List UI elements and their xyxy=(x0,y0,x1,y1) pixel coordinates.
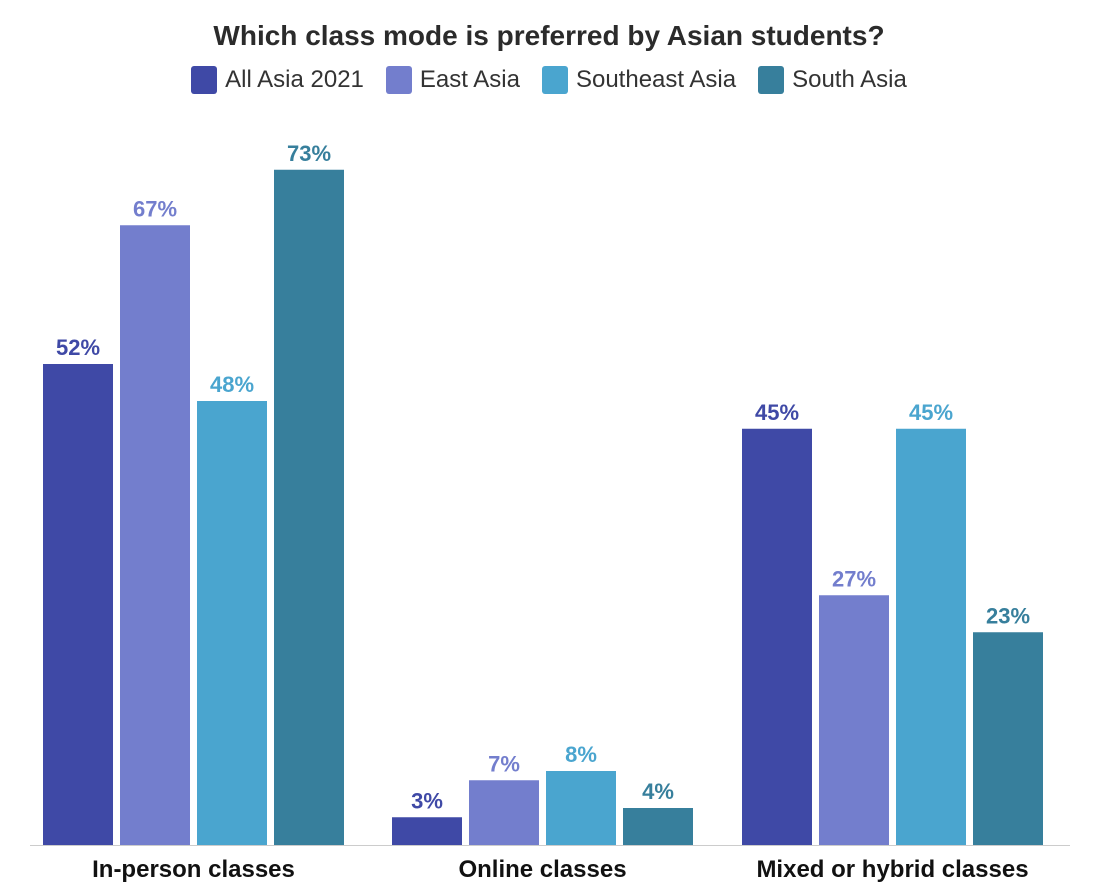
legend: All Asia 2021 East Asia Southeast Asia S… xyxy=(0,66,1098,94)
bar-label-mixed-or-hybrid-classes-southeast-asia: 45% xyxy=(909,400,953,425)
bar-label-in-person-classes-east-asia: 67% xyxy=(133,196,177,221)
category-label-mixed-or-hybrid-classes: Mixed or hybrid classes xyxy=(756,856,1028,883)
bar-online-classes-all-asia-2021[interactable] xyxy=(392,817,462,845)
legend-item-southeast-asia: Southeast Asia xyxy=(541,66,737,94)
category-label-online-classes: Online classes xyxy=(458,856,626,883)
bar-label-in-person-classes-southeast-asia: 48% xyxy=(210,372,254,397)
bar-mixed-or-hybrid-classes-all-asia-2021[interactable] xyxy=(742,428,812,845)
bar-label-online-classes-southeast-asia: 8% xyxy=(565,742,597,767)
legend-label-southeast-asia: Southeast Asia xyxy=(575,66,737,93)
bar-online-classes-southeast-asia[interactable] xyxy=(546,771,616,845)
category-label-in-person-classes: In-person classes xyxy=(92,856,295,883)
bar-in-person-classes-east-asia[interactable] xyxy=(120,225,190,845)
chart-title: Which class mode is preferred by Asian s… xyxy=(213,20,885,51)
bar-online-classes-south-asia[interactable] xyxy=(623,808,693,845)
bar-in-person-classes-south-asia[interactable] xyxy=(274,169,344,845)
bar-mixed-or-hybrid-classes-south-asia[interactable] xyxy=(973,632,1043,845)
bar-label-mixed-or-hybrid-classes-all-asia-2021: 45% xyxy=(755,400,799,425)
bar-label-in-person-classes-all-asia-2021: 52% xyxy=(56,335,100,360)
bar-label-online-classes-east-asia: 7% xyxy=(488,751,520,776)
bar-label-mixed-or-hybrid-classes-south-asia: 23% xyxy=(986,603,1030,628)
legend-label-all-asia-2021: All Asia 2021 xyxy=(225,66,364,93)
legend-swatch-all-asia-2021 xyxy=(191,66,218,94)
bar-mixed-or-hybrid-classes-southeast-asia[interactable] xyxy=(896,428,966,845)
legend-swatch-southeast-asia xyxy=(541,66,568,94)
legend-swatch-south-asia xyxy=(758,66,785,94)
bar-in-person-classes-southeast-asia[interactable] xyxy=(197,401,267,845)
bar-label-in-person-classes-south-asia: 73% xyxy=(287,141,331,166)
bar-label-online-classes-all-asia-2021: 3% xyxy=(411,788,443,813)
legend-item-east-asia: East Asia xyxy=(385,66,520,94)
bar-label-mixed-or-hybrid-classes-east-asia: 27% xyxy=(832,566,876,591)
bar-mixed-or-hybrid-classes-east-asia[interactable] xyxy=(819,595,889,845)
bar-in-person-classes-all-asia-2021[interactable] xyxy=(43,364,113,845)
bar-online-classes-east-asia[interactable] xyxy=(469,780,539,845)
bar-label-online-classes-south-asia: 4% xyxy=(642,779,674,804)
legend-label-south-asia: South Asia xyxy=(792,66,907,93)
legend-swatch-east-asia xyxy=(385,66,412,94)
legend-item-all-asia-2021: All Asia 2021 xyxy=(191,66,364,94)
legend-label-east-asia: East Asia xyxy=(419,66,520,93)
legend-item-south-asia: South Asia xyxy=(758,66,907,94)
